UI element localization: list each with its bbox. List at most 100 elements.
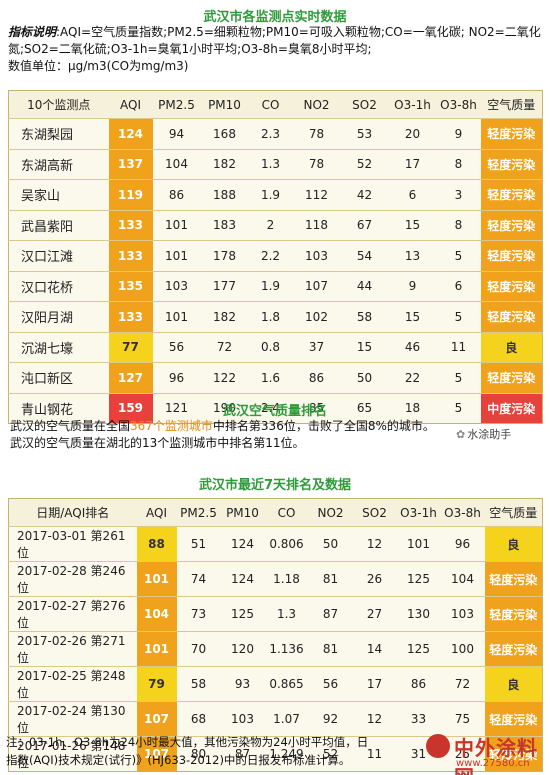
pm10-cell: 124 [220, 561, 265, 597]
no2-cell: 102 [292, 301, 341, 332]
so2-cell: 12 [352, 526, 397, 562]
co-cell: 2.4 [248, 392, 293, 424]
column-header: 空气质量 [484, 498, 543, 527]
o31h-cell: 6 [388, 179, 437, 210]
footnote-line2: 指数(AQI)技术规定(试行)》(HJ633-2012)中的日报发布标准计算。 [6, 753, 351, 767]
footnote-line1: 注：03-1h、O3-8h为24小时最大值，其他污染物为24小时平均值，日 [6, 735, 369, 749]
o31h-cell: 22 [388, 362, 437, 393]
co-cell: 1.18 [264, 561, 309, 597]
o31h-cell: 9 [388, 270, 437, 302]
so2-cell: 42 [340, 179, 389, 210]
o38h-cell: 104 [440, 561, 485, 597]
aqi-cell: 137 [108, 148, 153, 180]
rank-line1-a: 武汉的空气质量在全国 [10, 419, 131, 433]
o38h-cell: 11 [436, 331, 481, 363]
aqi-cell: 124 [108, 118, 153, 149]
air-quality-badge: 轻度污染 [484, 736, 543, 772]
air-quality-badge: 轻度污染 [480, 148, 543, 180]
so2-cell: 54 [340, 240, 389, 271]
so2-cell: 67 [340, 209, 389, 241]
brand-logo-icon [426, 734, 450, 758]
column-header: PM10 [200, 90, 249, 119]
co-cell: 1.9 [248, 270, 293, 302]
column-header: NO2 [308, 498, 353, 527]
aqi-cell: 88 [136, 526, 177, 562]
aqi-cell: 101 [136, 631, 177, 667]
o31h-cell: 101 [396, 526, 441, 562]
so2-cell: 53 [340, 118, 389, 149]
account-name: 水涂助手 [467, 428, 512, 441]
pm25-cell: 56 [152, 331, 201, 363]
co-cell: 0.865 [264, 666, 309, 702]
station-row: 东湖高新 137 104 182 1.3 78 52 17 8 轻度污染 [8, 148, 543, 180]
column-header: SO2 [340, 90, 389, 119]
pm10-cell: 182 [200, 148, 249, 180]
station-row: 汉口花桥 135 103 177 1.9 107 44 9 6 轻度污染 [8, 270, 543, 302]
row-label: 2017-02-24 第130位 [8, 701, 137, 737]
pm10-cell: 177 [200, 270, 249, 302]
so2-cell: 65 [340, 392, 389, 424]
ranking-text: 武汉的空气质量在全国367个监测城市中排名第336位，击败了全国8%的城市。 武… [10, 418, 440, 452]
o38h-cell: 8 [436, 148, 481, 180]
row-label: 2017-02-26 第271位 [8, 631, 137, 667]
brand-url: www.27580.cn [456, 758, 530, 769]
aqi-cell: 159 [108, 392, 153, 424]
daily-table: 日期/AQI排名 AQI PM2.5 PM10 CO NO2 SO2 O3-1h O3-8h 空气… [8, 498, 543, 772]
no2-cell: 112 [292, 179, 341, 210]
pm10-cell: 125 [220, 596, 265, 632]
no2-cell: 81 [308, 561, 353, 597]
station-table: 10个监测点 AQI PM2.5 PM10 CO NO2 SO2 O3-1h O3-8h 空气质量… [8, 90, 543, 424]
column-header: PM2.5 [152, 90, 201, 119]
row-label: 2017-02-25 第248位 [8, 666, 137, 702]
so2-cell: 14 [352, 631, 397, 667]
station-row: 武昌紫阳 133 101 183 2 118 67 15 8 轻度污染 [8, 209, 543, 241]
air-quality-badge: 轻度污染 [480, 270, 543, 302]
air-quality-badge: 轻度污染 [480, 118, 543, 149]
o38h-cell: 5 [436, 392, 481, 424]
aqi-cell: 133 [108, 209, 153, 241]
row-label: 东湖梨园 [8, 118, 109, 149]
no2-cell: 85 [292, 392, 341, 424]
no2-cell: 86 [292, 362, 341, 393]
pm25-cell: 70 [176, 631, 221, 667]
brand-name: 中外涂料网 [454, 736, 538, 775]
pm10-cell: 182 [200, 301, 249, 332]
o31h-cell: 125 [396, 561, 441, 597]
pm10-cell: 122 [200, 362, 249, 393]
station-row: 东湖梨园 124 94 168 2.3 78 53 20 9 轻度污染 [8, 118, 543, 149]
no2-cell: 87 [308, 596, 353, 632]
air-quality-badge: 轻度污染 [480, 301, 543, 332]
no2-cell: 52 [308, 736, 353, 772]
so2-cell: 52 [340, 148, 389, 180]
pm10-cell: 87 [220, 736, 265, 772]
o38h-cell: 5 [436, 301, 481, 332]
pm25-cell: 103 [152, 270, 201, 302]
account-watermark: ✿ 水涂助手 [456, 426, 511, 442]
co-cell: 1.07 [264, 701, 309, 737]
legend-lead: 指标说明 [8, 25, 57, 39]
co-cell: 2 [248, 209, 293, 241]
o38h-cell: 75 [440, 701, 485, 737]
column-header: CO [248, 90, 293, 119]
aqi-cell: 119 [108, 179, 153, 210]
co-cell: 1.3 [248, 148, 293, 180]
no2-cell: 50 [308, 526, 353, 562]
column-header: O3-8h [440, 498, 485, 527]
air-quality-badge: 轻度污染 [484, 701, 543, 737]
pm10-cell: 124 [220, 526, 265, 562]
co-cell: 2.2 [248, 240, 293, 271]
o31h-cell: 86 [396, 666, 441, 702]
column-header: 日期/AQI排名 [8, 498, 137, 527]
station-row: 汉口江滩 133 101 178 2.2 103 54 13 5 轻度污染 [8, 240, 543, 271]
pm25-cell: 104 [152, 148, 201, 180]
no2-cell: 78 [292, 148, 341, 180]
pm25-cell: 86 [152, 179, 201, 210]
station-row: 沉湖七壕 77 56 72 0.8 37 15 46 11 良 [8, 331, 543, 363]
daily-row: 2017-02-24 第130位 107 68 103 1.07 92 12 33 75 轻度污染 [8, 701, 543, 737]
co-cell: 1.3 [264, 596, 309, 632]
air-quality-badge: 轻度污染 [480, 179, 543, 210]
pm10-cell: 178 [200, 240, 249, 271]
station-row: 青山钢花 159 121 190 2.4 85 65 18 5 中度污染 [8, 392, 543, 424]
row-label: 汉口花桥 [8, 270, 109, 302]
daily-row: 2017-02-28 第246位 101 74 124 1.18 81 26 125 104 轻度… [8, 561, 543, 597]
